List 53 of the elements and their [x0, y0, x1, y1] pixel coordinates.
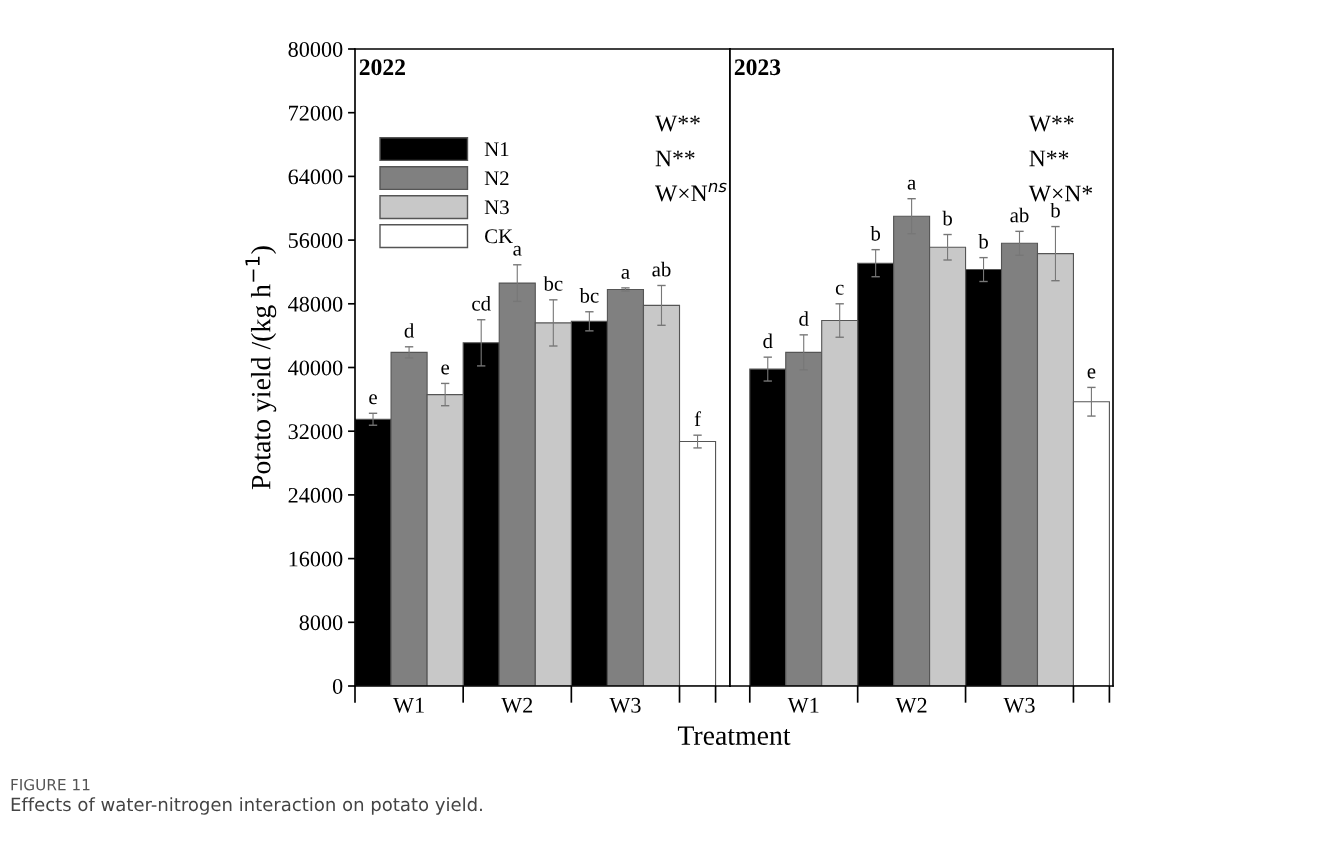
y-tick-label: 0 [332, 678, 343, 694]
data-label: e [441, 364, 450, 375]
data-label: e [1087, 368, 1096, 379]
y-tick-label: 56000 [288, 233, 343, 249]
data-label: d [404, 323, 415, 338]
legend-label: N1 [484, 142, 509, 157]
x-tick-label: W3 [1003, 697, 1035, 713]
data-label: a [621, 268, 630, 279]
data-label: cd [472, 296, 491, 311]
x-tick-label: W1 [393, 697, 424, 713]
y-tick-label: 72000 [289, 105, 343, 121]
y-tick-label: 64000 [288, 169, 343, 185]
annotation: W** [1028, 115, 1074, 132]
x-tick-label: W2 [895, 697, 927, 713]
data-label: b [1050, 202, 1060, 218]
annotation: N** [655, 150, 695, 167]
y-axis-title: Potato yield /(kg h$^{−1}$) [245, 246, 277, 490]
caption: FIGURE 11 [11, 778, 90, 791]
y-tick-label: 80000 [288, 41, 343, 57]
y-tick-label: 24000 [288, 487, 343, 503]
data-label: bc [543, 276, 563, 291]
x-axis-title: Treatment [677, 726, 791, 745]
x-tick-label: W2 [501, 697, 533, 713]
data-label: f [694, 411, 702, 426]
y-tick-label: 8000 [299, 615, 343, 631]
annotation: W×N$^{ns}$ [655, 182, 727, 202]
data-label: b [978, 233, 988, 249]
legend-label: N3 [484, 200, 509, 215]
x-tick-label: W1 [787, 697, 819, 713]
y-tick-label: 32000 [288, 424, 343, 440]
data-label: d [799, 311, 809, 326]
annotation: W×N* [1028, 185, 1093, 202]
annotation: W** [655, 115, 700, 132]
data-label: a [513, 245, 522, 256]
data-label: b [942, 210, 952, 226]
data-label: c [835, 284, 844, 295]
chart-title: 2023 [734, 59, 781, 76]
data-label: ab [652, 261, 671, 277]
y-tick-label: 16000 [289, 551, 343, 567]
data-label: a [907, 179, 916, 190]
data-label: e [369, 394, 377, 405]
annotation: N** [1029, 150, 1069, 167]
legend-label: CK [485, 229, 513, 244]
x-tick-label: W3 [609, 697, 641, 713]
y-tick-label: 40000 [288, 360, 343, 376]
chart-title: 2022 [359, 59, 405, 76]
data-label: bc [579, 288, 599, 303]
text: Effects of water-nitrogen interaction on potato yield. [11, 797, 482, 815]
data-label: b [870, 225, 881, 241]
data-label: ab [1010, 207, 1029, 223]
data-label: d [763, 333, 773, 349]
legend-label: N2 [484, 171, 509, 186]
y-tick-label: 48000 [288, 296, 343, 312]
